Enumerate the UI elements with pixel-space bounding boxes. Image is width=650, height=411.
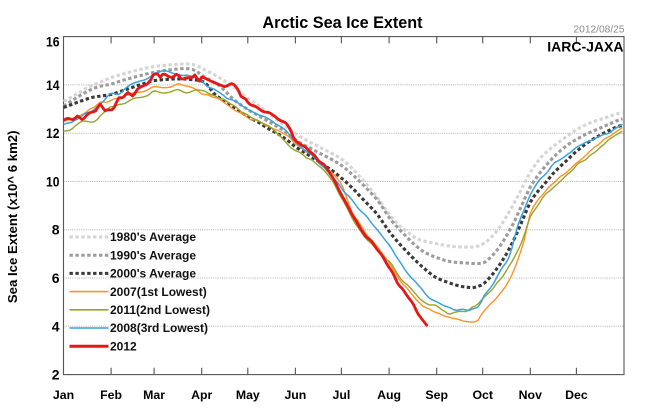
svg-text:Jul: Jul (333, 388, 351, 402)
svg-text:2012: 2012 (110, 339, 137, 353)
svg-text:1990's Average: 1990's Average (110, 248, 196, 262)
svg-text:May: May (236, 388, 260, 402)
svg-text:2011(2nd Lowest): 2011(2nd Lowest) (110, 303, 210, 317)
svg-text:Aug: Aug (377, 388, 401, 402)
svg-text:Nov: Nov (519, 388, 542, 402)
svg-text:1980's Average: 1980's Average (110, 230, 196, 244)
svg-text:14: 14 (46, 77, 60, 93)
svg-text:2000's Average: 2000's Average (110, 267, 196, 281)
svg-text:8: 8 (52, 222, 60, 238)
svg-text:Jan: Jan (53, 388, 74, 402)
svg-text:10: 10 (46, 174, 60, 190)
svg-text:Sea Ice Extent (x10^ 6 km2): Sea Ice Extent (x10^ 6 km2) (5, 130, 20, 303)
svg-text:Apr: Apr (191, 388, 212, 402)
svg-text:12: 12 (46, 125, 60, 141)
svg-text:16: 16 (46, 33, 60, 49)
svg-text:Dec: Dec (565, 388, 588, 402)
svg-text:Arctic Sea Ice Extent: Arctic Sea Ice Extent (262, 14, 423, 32)
svg-text:2: 2 (52, 367, 60, 383)
svg-text:IARC-JAXA: IARC-JAXA (547, 39, 623, 55)
svg-text:Oct: Oct (472, 388, 493, 402)
svg-text:6: 6 (52, 270, 60, 286)
svg-text:Jun: Jun (284, 388, 306, 402)
svg-text:2008(3rd Lowest): 2008(3rd Lowest) (110, 321, 208, 335)
svg-text:4: 4 (52, 318, 60, 334)
svg-text:Mar: Mar (143, 388, 165, 402)
svg-text:2007(1st Lowest): 2007(1st Lowest) (110, 285, 207, 299)
svg-text:2012/08/25: 2012/08/25 (574, 24, 625, 35)
svg-text:Feb: Feb (100, 388, 122, 402)
svg-text:Sep: Sep (425, 388, 448, 402)
